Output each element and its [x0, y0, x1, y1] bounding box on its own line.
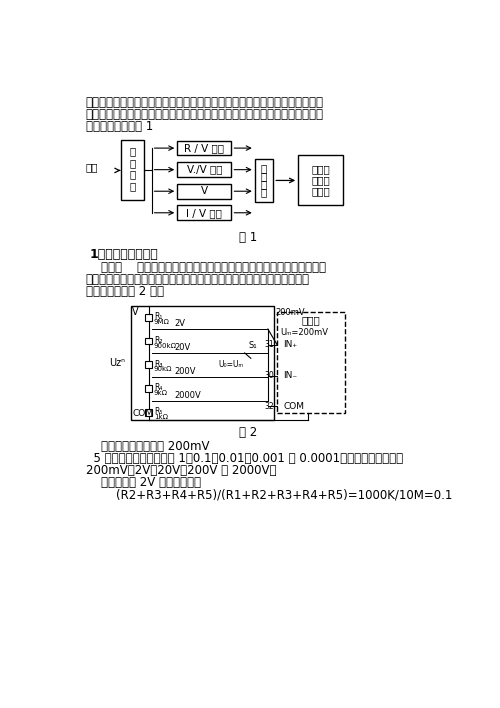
Text: 32: 32	[264, 402, 274, 411]
Text: V: V	[132, 307, 139, 317]
Text: 数字电压表的量程为 200mV: 数字电压表的量程为 200mV	[86, 440, 209, 453]
Text: R₄: R₄	[154, 384, 162, 392]
Text: IN₋: IN₋	[284, 371, 298, 380]
Bar	[144, 314, 152, 321]
Bar	[144, 338, 152, 345]
Text: 基本量: 基本量	[311, 165, 330, 175]
Text: 200mV: 200mV	[276, 308, 305, 317]
Text: 31: 31	[264, 341, 274, 349]
Text: I / V 转换: I / V 转换	[186, 207, 222, 218]
Text: 9kΩ: 9kΩ	[154, 390, 168, 396]
Text: 程数字: 程数字	[311, 176, 330, 185]
Text: 能: 能	[129, 158, 136, 168]
Text: S₁: S₁	[248, 341, 257, 350]
Text: V./V 转换: V./V 转换	[186, 165, 222, 175]
Text: 电压表: 电压表	[311, 186, 330, 196]
Text: 例如：其中 2V 档的分压比为: 例如：其中 2V 档的分压比为	[86, 476, 201, 489]
Text: 1kΩ: 1kΩ	[154, 414, 168, 421]
Bar	[177, 205, 232, 220]
Text: 9MΩ: 9MΩ	[154, 319, 170, 325]
Text: 2V: 2V	[174, 319, 185, 328]
Bar	[120, 140, 144, 200]
Text: 输入: 输入	[86, 162, 98, 172]
Text: R₁: R₁	[154, 312, 162, 321]
Text: 波和前置放大，然后万用表根据用户选择的相应档位进行相应的信号转换、再: 波和前置放大，然后万用表根据用户选择的相应档位进行相应的信号转换、再	[86, 96, 324, 109]
Text: 了扩大量程可以在数字电压表表头前面加一个分压电路，这样就可以满足: 了扩大量程可以在数字电压表表头前面加一个分压电路，这样就可以满足	[86, 273, 310, 286]
Text: COM: COM	[132, 409, 153, 418]
Text: R / V 转换: R / V 转换	[184, 143, 224, 153]
Text: 基本表: 基本表	[302, 316, 320, 326]
Text: R₃: R₃	[154, 360, 162, 369]
Bar	[177, 184, 232, 198]
Text: 1、直流电压的测量: 1、直流电压的测量	[90, 248, 158, 261]
Text: 功: 功	[129, 147, 136, 156]
Text: 900kΩ: 900kΩ	[154, 343, 177, 348]
Text: 程: 程	[261, 171, 267, 181]
Bar	[254, 159, 274, 202]
Text: 200mV、2V、20V、200V 和 2000V。: 200mV、2V、20V、200V 和 2000V。	[86, 464, 276, 477]
Text: 图 1: 图 1	[240, 231, 258, 244]
Text: 选: 选	[261, 179, 267, 189]
Text: 2000V: 2000V	[174, 391, 201, 399]
Text: 图 2: 图 2	[240, 426, 258, 440]
Text: (R2+R3+R4+R5)/(R1+R2+R3+R4+R5)=1000K/10M=0.1: (R2+R3+R4+R5)/(R1+R2+R3+R4+R5)=1000K/10M…	[86, 488, 452, 501]
Text: 整体结构框图如图 1: 整体结构框图如图 1	[86, 120, 153, 132]
Text: 30: 30	[264, 371, 274, 380]
Text: 原理：    数字电压表的作用就是测量直流电压，但是它的量程有限，为: 原理： 数字电压表的作用就是测量直流电压，但是它的量程有限，为	[86, 261, 326, 274]
Bar	[277, 312, 345, 413]
Text: Uᴢⁿ: Uᴢⁿ	[109, 358, 125, 368]
Bar	[144, 361, 152, 368]
Bar	[298, 156, 343, 205]
Text: 5 档量程的分压比分别为 1、0.1、0.01、0.001 和 0.0001，对应的量程分别为: 5 档量程的分压比分别为 1、0.1、0.01、0.001 和 0.0001，对…	[86, 452, 403, 465]
Text: V: V	[201, 186, 208, 196]
Text: Uₘ=200mV: Uₘ=200mV	[280, 328, 328, 337]
Text: 90kΩ: 90kΩ	[154, 367, 172, 372]
Bar	[177, 162, 232, 177]
Text: 量: 量	[261, 163, 267, 173]
Bar	[177, 141, 232, 156]
Text: 择: 择	[261, 188, 267, 198]
Text: 20V: 20V	[174, 343, 190, 352]
Text: R₂: R₂	[154, 336, 162, 345]
Text: 择: 择	[129, 181, 136, 191]
Text: COM: COM	[284, 402, 304, 411]
Text: 选: 选	[129, 170, 136, 180]
Text: R₅: R₅	[154, 407, 162, 416]
Bar	[144, 385, 152, 392]
Bar	[144, 409, 152, 416]
Bar	[130, 307, 274, 421]
Text: 要求，电路如图 2 所示: 要求，电路如图 2 所示	[86, 285, 164, 298]
Text: U₀=Uₘ: U₀=Uₘ	[218, 360, 243, 370]
Text: IN₊: IN₊	[284, 341, 298, 349]
Text: 200V: 200V	[174, 367, 196, 376]
Text: 将模拟信号转换成数字信号，最后将数值经显示驱动电路输出在显示屏幕上。: 将模拟信号转换成数字信号，最后将数值经显示驱动电路输出在显示屏幕上。	[86, 108, 324, 120]
